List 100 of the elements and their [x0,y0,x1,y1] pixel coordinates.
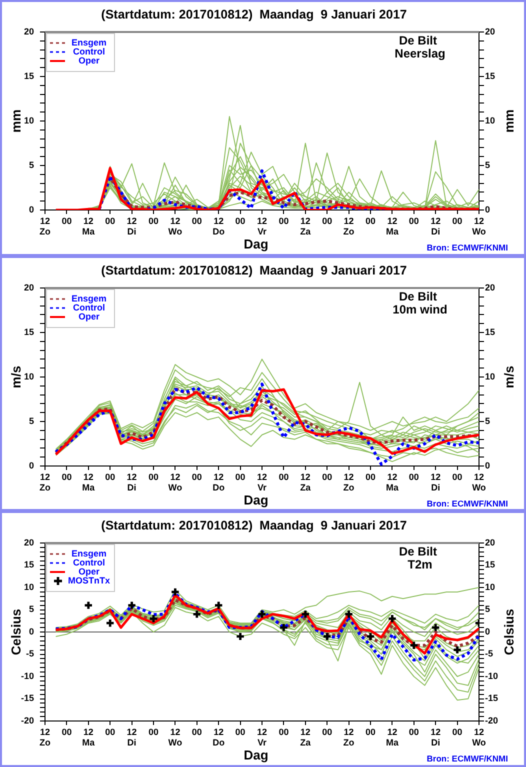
y2-tick-label: 15 [485,70,496,81]
y2-tick-label: -10 [485,670,498,681]
x-tick-label: 00 [365,216,376,226]
chart-subtitle: De Bilt [398,544,438,558]
x-tick-label: 12 Vr [256,726,268,748]
x-tick-label: 12 Ma [386,726,400,748]
y2-tick-label: 10 [485,115,496,126]
x-tick-label: 12 Di [126,726,137,748]
y2-tick-label: 20 [485,26,496,36]
y-tick-label: 5 [28,604,34,614]
x-tick-label: 00 [105,472,116,482]
x-tick-label: 12 Wo [472,472,486,493]
y2-tick-label: 5 [485,416,490,426]
x-tick-label: 12 Ma [386,216,400,237]
chart-title: (Startdatum: 2017010812) Maandag 9 Januari 2017 [101,518,407,532]
chart-subtitle: De Bilt [398,289,438,304]
x-tick-label: 12 Ma [82,726,96,748]
legend-label: MOSTnTx [68,575,110,586]
x-tick-label: 00 [452,472,462,482]
x-tick-label: 12 Wo [168,472,183,493]
text: Bron: ECMWF/KNMI [426,498,508,508]
y-tick-label: 20 [24,26,34,36]
legend-label: Control [73,557,105,568]
x-tick-label: 12 Wo [168,216,183,237]
x-tick-label: 12 Do [212,216,226,237]
y2-tick-label: -5 [485,648,494,659]
y-tick-label: 15 [24,560,34,570]
y-tick-label: -10 [20,670,34,681]
y-tick-label: 5 [28,416,34,426]
x-tick-label: 12 Do [212,726,226,748]
text: Bron: ECMWF/KNMI [426,753,508,764]
x-tick-label: 12 Di [126,216,137,237]
x-tick-label: 00 [452,216,462,226]
y2-tick-label: 5 [485,604,490,614]
x-tick-label: 00 [365,472,376,482]
y2-tick-label: 5 [485,160,490,170]
x-tick-label: 12 Zo [40,472,51,493]
annotation: T2m [408,557,432,572]
x-tick-label: 00 [62,726,72,737]
y2-tick-label: -15 [485,693,498,704]
chart-subtitle: De Bilt [398,33,438,48]
annotation: 10m wind [392,302,448,316]
x-axis-title: Dag [244,748,268,763]
y-axis-title: Celsius [8,608,24,656]
x-tick-label: 00 [192,216,202,226]
y2-tick-label: 20 [485,282,496,292]
x-tick-label: 00 [105,216,116,226]
y2-tick-label: 0 [485,460,490,470]
y-axis-title: m/s [8,366,24,388]
y-tick-label: 0 [28,460,34,470]
legend-label: Oper [78,55,100,66]
legend-label: Control [73,302,105,312]
x-tick-label: 12 Wo [168,726,183,748]
annotation: Neerslag [394,46,446,60]
x-tick-label: 00 [408,216,419,226]
x-tick-label: 12 Ma [386,472,400,493]
legend-label: Oper [78,311,100,322]
x-tick-label: 00 [62,472,72,482]
y-tick-label: 10 [24,371,34,382]
x-tick-label: 12 Zo [343,472,355,493]
x-tick-label: 00 [235,726,246,737]
x-tick-label: 00 [105,726,116,737]
y-tick-label: 10 [24,582,34,592]
x-tick-label: 12 Wo [472,726,486,748]
x-tick-label: 12 Zo [343,216,355,237]
x-tick-label: 00 [408,472,419,482]
y-axis-title: mm [8,109,24,133]
text: Bron: ECMWF/KNMI [426,242,508,252]
chart-title: (Startdatum: 2017010812) Maandag 9 Januari 2017 [101,263,407,278]
y2-tick-label: 20 [485,537,496,548]
x-tick-label: 12 Za [300,726,312,748]
y2-tick-label: 0 [485,204,490,214]
x-tick-label: 12 Zo [343,726,355,748]
x-axis-title: Dag [244,492,268,508]
legend-label: Control [73,46,105,56]
x-tick-label: 00 [148,472,159,482]
y2-tick-label: -20 [485,715,498,726]
x-tick-label: 00 [278,216,289,226]
y2-axis-title: Celsius [502,608,517,656]
x-tick-label: 00 [322,216,332,226]
x-axis-title: Dag [244,236,268,252]
x-tick-label: 00 [278,472,289,482]
x-tick-label: 00 [452,726,462,737]
x-tick-label: 12 Di [430,726,441,748]
x-tick-label: 00 [408,726,419,737]
y2-tick-label: 0 [485,626,490,636]
x-tick-label: 00 [322,726,332,737]
x-tick-label: 12 Di [430,472,441,493]
x-tick-label: 12 Zo [40,726,51,748]
y-tick-label: 15 [24,326,34,337]
y2-tick-label: 10 [485,371,496,382]
x-tick-label: 12 Vr [256,216,268,237]
y-tick-label: 20 [24,282,34,292]
legend-label: Ensgem [71,548,107,558]
y2-tick-label: 10 [485,582,496,592]
chart-title: (Startdatum: 2017010812) Maandag 9 Januari 2017 [101,7,407,22]
x-tick-label: 00 [235,472,246,482]
legend-label: Ensgem [71,37,107,48]
x-tick-label: 00 [62,216,72,226]
x-tick-label: 00 [192,472,202,482]
